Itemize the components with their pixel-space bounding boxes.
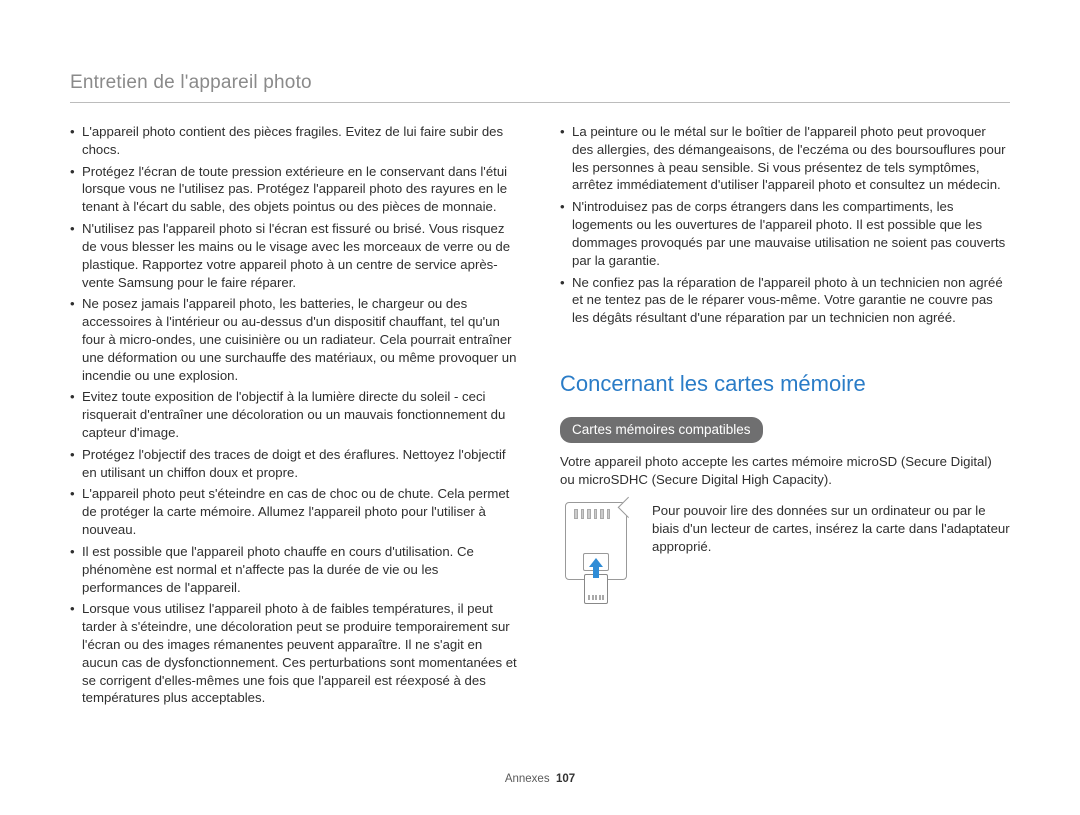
right-column: La peinture ou le métal sur le boîtier d… [560, 123, 1010, 711]
header-rule [70, 102, 1010, 103]
list-item: Ne confiez pas la réparation de l'appare… [560, 274, 1010, 327]
list-item: Protégez l'écran de toute pression extér… [70, 163, 520, 216]
list-item: N'introduisez pas de corps étrangers dan… [560, 198, 1010, 269]
section-heading-memory-cards: Concernant les cartes mémoire [560, 369, 1010, 399]
list-item: Lorsque vous utilisez l'appareil photo à… [70, 600, 520, 707]
two-column-layout: L'appareil photo contient des pièces fra… [70, 123, 1010, 711]
footer-section-label: Annexes [505, 773, 550, 785]
adapter-illustration-row: Pour pouvoir lire des données sur un ord… [560, 502, 1010, 604]
sd-adapter-illustration [560, 502, 632, 604]
right-bullet-list: La peinture ou le métal sur le boîtier d… [560, 123, 1010, 327]
subsection-pill: Cartes mémoires compatibles [560, 417, 763, 443]
list-item: Protégez l'objectif des traces de doigt … [70, 446, 520, 482]
list-item: L'appareil photo peut s'éteindre en cas … [70, 485, 520, 538]
sd-contacts-icon [574, 509, 610, 519]
list-item: N'utilisez pas l'appareil photo si l'écr… [70, 220, 520, 291]
page-footer: Annexes 107 [0, 773, 1080, 785]
page-number: 107 [556, 773, 575, 785]
list-item: Ne posez jamais l'appareil photo, les ba… [70, 295, 520, 384]
list-item: L'appareil photo contient des pièces fra… [70, 123, 520, 159]
page-header: Entretien de l'appareil photo [70, 72, 1010, 103]
compat-text: Votre appareil photo accepte les cartes … [560, 453, 1010, 489]
list-item: Il est possible que l'appareil photo cha… [70, 543, 520, 596]
left-bullet-list: L'appareil photo contient des pièces fra… [70, 123, 520, 707]
list-item: La peinture ou le métal sur le boîtier d… [560, 123, 1010, 194]
adapter-text: Pour pouvoir lire des données sur un ord… [652, 502, 1010, 555]
list-item: Evitez toute exposition de l'objectif à … [70, 388, 520, 441]
microsd-card-icon [584, 574, 608, 604]
page-title: Entretien de l'appareil photo [70, 72, 1010, 94]
arrow-up-icon [589, 558, 603, 578]
microsd-contacts-icon [588, 595, 604, 600]
left-column: L'appareil photo contient des pièces fra… [70, 123, 520, 711]
